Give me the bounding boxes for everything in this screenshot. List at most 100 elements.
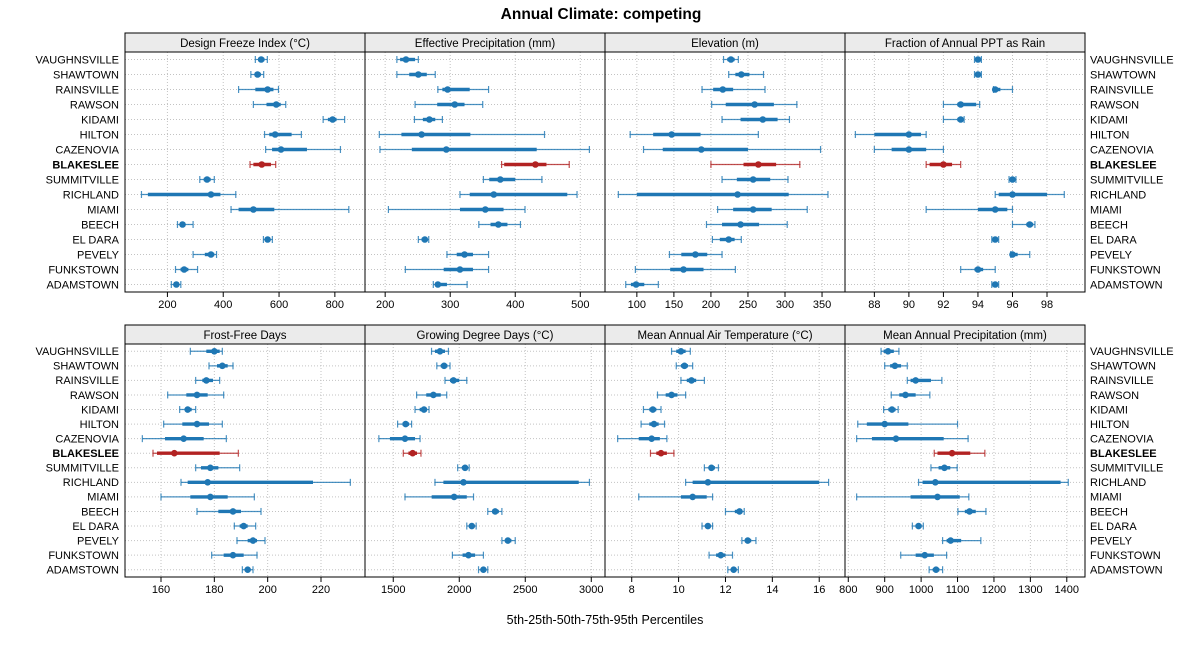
station-label-right: PEVELY	[1090, 249, 1133, 261]
median-dot	[697, 146, 705, 153]
station-label-left: MIAMI	[87, 492, 119, 504]
percentile-row-adamstown	[991, 281, 1000, 288]
percentile-row-rainsville	[680, 376, 705, 384]
axis-tick-label: 8	[629, 584, 635, 596]
station-label-left: HILTON	[80, 419, 119, 431]
station-label-right: KIDAMI	[1090, 114, 1128, 126]
median-dot	[180, 266, 188, 273]
percentile-row-kidami	[883, 406, 899, 414]
percentile-row-adamstown	[928, 566, 944, 574]
panel-background	[845, 344, 1085, 577]
percentile-row-shawtown	[884, 362, 908, 370]
panel-strip-title: Growing Degree Days (°C)	[417, 330, 554, 342]
percentile-row-rainsville	[906, 376, 943, 384]
median-dot	[704, 522, 712, 530]
percentile-row-blakeslee	[152, 449, 239, 457]
median-dot	[737, 221, 744, 228]
percentile-row-pevely	[942, 537, 982, 545]
median-dot	[717, 551, 725, 559]
median-dot	[974, 71, 982, 78]
axis-tick-label: 180	[205, 584, 223, 596]
percentile-row-hilton	[640, 420, 666, 428]
median-dot	[680, 266, 687, 273]
median-dot	[991, 206, 999, 213]
station-label-right: PEVELY	[1090, 535, 1133, 547]
median-dot	[744, 537, 752, 544]
x-axis-label: 5th-25th-50th-75th-95th Percentiles	[507, 613, 704, 627]
median-dot	[749, 206, 757, 213]
axis-tick-label: 200	[702, 299, 720, 311]
axis-tick-label: 160	[152, 584, 170, 596]
percentile-row-shawtown	[250, 71, 265, 78]
median-dot	[450, 377, 457, 384]
median-dot	[934, 493, 941, 501]
percentile-row-kidami	[414, 406, 430, 414]
median-dot	[884, 347, 892, 355]
chart-root: Design Freeze Index (°C) 200 400 600 800 Effe…	[35, 32, 1174, 596]
percentile-row-kidami	[179, 406, 197, 414]
panel-background	[125, 52, 365, 292]
percentile-row-pevely	[501, 537, 516, 545]
axis-tick-label: 300	[441, 299, 459, 311]
percentile-row-rainsville	[437, 86, 490, 93]
median-dot	[450, 493, 458, 501]
median-dot	[240, 522, 247, 530]
median-dot	[207, 464, 214, 472]
percentile-row-kidami	[942, 116, 965, 123]
median-dot	[991, 86, 999, 93]
percentile-row-beech	[705, 221, 788, 228]
axis-tick-label: 250	[739, 299, 757, 311]
median-dot	[219, 362, 226, 370]
median-dot	[430, 391, 437, 399]
median-dot	[193, 391, 201, 399]
percentile-row-adamstown	[241, 566, 254, 574]
percentile-row-rawson	[414, 101, 484, 108]
station-label-left: RAWSON	[70, 390, 119, 402]
station-label-left: ADAMSTOWN	[46, 565, 119, 577]
percentile-row-hilton	[629, 131, 759, 138]
axis-tick-label: 12	[719, 584, 731, 596]
median-dot	[418, 131, 425, 138]
median-dot	[171, 449, 178, 457]
median-dot	[465, 551, 472, 559]
percentile-row-cazenovia	[379, 146, 590, 153]
panel: Mean Annual Precipitation (mm) 800 900 1000…	[839, 324, 1086, 596]
percentile-row-pevely	[236, 537, 266, 545]
percentile-row-shawtown	[436, 362, 451, 370]
station-label-left: FUNKSTOWN	[48, 550, 119, 562]
panel-background	[605, 52, 845, 292]
percentile-row-rainsville	[991, 86, 1014, 93]
percentile-row-kidami	[413, 116, 443, 123]
percentile-row-vaughnsville	[430, 347, 450, 355]
percentile-row-cazenovia	[856, 435, 969, 443]
station-label-right: SHAWTOWN	[1090, 69, 1156, 81]
station-label-right: SUMMITVILLE	[1090, 463, 1163, 475]
median-dot	[271, 131, 279, 138]
median-dot	[755, 161, 762, 168]
median-dot	[888, 406, 896, 413]
percentile-row-richland	[180, 478, 351, 486]
station-label-left: SUMMITVILLE	[46, 463, 119, 475]
panel-strip-title: Mean Annual Precipitation (mm)	[883, 330, 1047, 342]
station-label-left: ADAMSTOWN	[46, 279, 119, 291]
percentile-row-funkstown	[451, 551, 485, 559]
percentile-row-el-dara	[262, 236, 273, 243]
median-dot	[912, 377, 919, 384]
median-dot	[974, 266, 982, 273]
axis-tick-label: 150	[665, 299, 683, 311]
percentile-row-cazenovia	[642, 146, 822, 153]
station-label-right: FUNKSTOWN	[1090, 550, 1161, 562]
median-dot	[426, 116, 433, 123]
percentile-row-beech	[487, 507, 503, 515]
percentile-row-adamstown	[432, 281, 468, 288]
station-label-right: SUMMITVILLE	[1090, 174, 1163, 186]
percentile-row-richland	[617, 191, 829, 198]
percentile-row-vaughnsville	[254, 56, 268, 63]
median-dot	[532, 161, 539, 168]
median-dot	[211, 347, 218, 355]
percentile-row-richland	[685, 478, 830, 486]
panel: Growing Degree Days (°C) 1500 2000 2500 3000	[364, 324, 606, 596]
median-dot	[402, 420, 409, 428]
station-label-left: KIDAMI	[81, 404, 119, 416]
station-label-right: MIAMI	[1090, 204, 1122, 216]
